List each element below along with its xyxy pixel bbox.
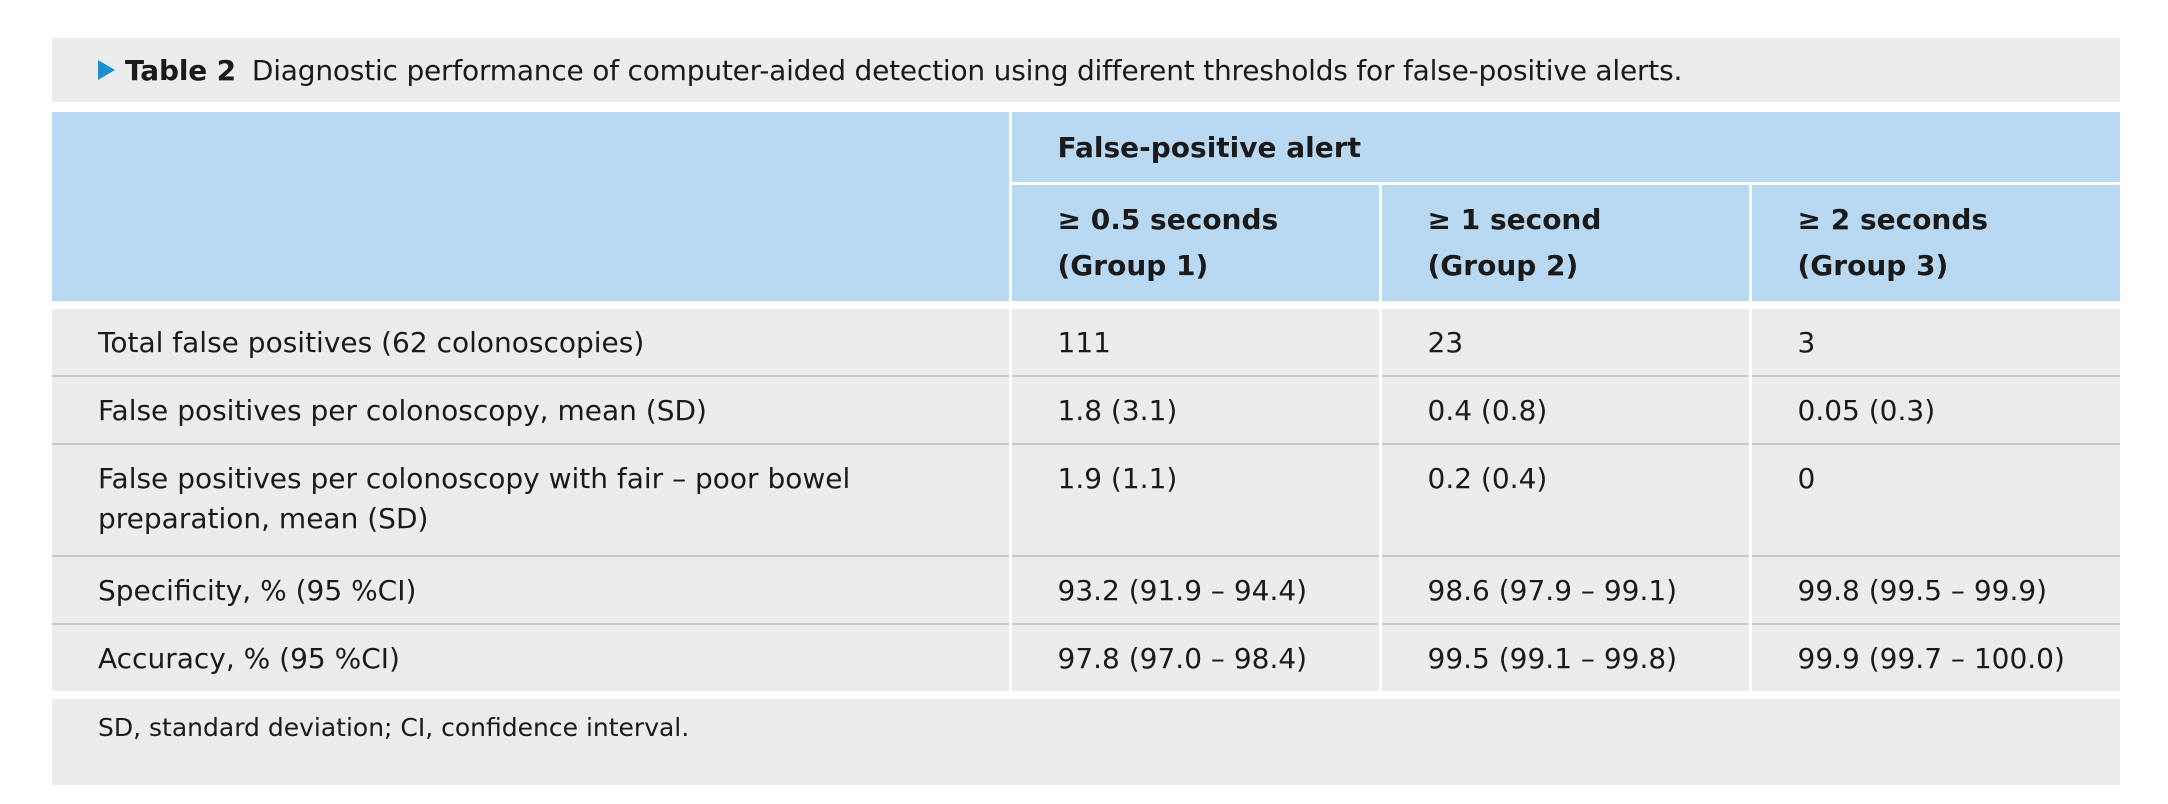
cell-value: 97.8 (97.0 – 98.4) <box>1008 624 1380 691</box>
cell-value: 111 <box>1008 309 1380 377</box>
row-label-header <box>52 112 1010 301</box>
row-label: False positives per colonoscopy with fai… <box>52 444 1010 557</box>
triangle-icon <box>98 60 115 80</box>
column-header-group-1: ≥ 0.5 seconds (Group 1) <box>1008 183 1380 301</box>
table-row: False positives per colonoscopy, mean (S… <box>52 376 2120 445</box>
cell-value: 3 <box>1748 309 2120 377</box>
column-header-line2: (Group 3) <box>1797 249 1949 282</box>
table-number: Table 2 <box>125 53 236 87</box>
column-header-line2: (Group 2) <box>1427 249 1579 282</box>
column-header-line2: (Group 1) <box>1057 249 1209 282</box>
cell-value: 1.9 (1.1) <box>1008 444 1380 557</box>
column-header-group-2: ≥ 1 second (Group 2) <box>1378 183 1750 301</box>
cell-value: 99.8 (99.5 – 99.9) <box>1748 556 2120 625</box>
row-label: False positives per colonoscopy, mean (S… <box>52 376 1010 445</box>
group-header: False-positive alert <box>1008 112 2120 185</box>
cell-value: 99.9 (99.7 – 100.0) <box>1748 624 2120 691</box>
cell-value: 0.2 (0.4) <box>1378 444 1750 557</box>
results-table: False-positive alert ≥ 0.5 seconds (Grou… <box>52 112 2120 691</box>
table-caption: Table 2 Diagnostic performance of comput… <box>52 38 2120 102</box>
table-footnote: SD, standard deviation; CI, confidence i… <box>52 699 2120 785</box>
cell-value: 0.4 (0.8) <box>1378 376 1750 445</box>
cell-value: 23 <box>1378 309 1750 377</box>
column-header-group-3: ≥ 2 seconds (Group 3) <box>1748 183 2120 301</box>
row-label: Specificity, % (95 %CI) <box>52 556 1010 625</box>
column-header-line1: ≥ 1 second <box>1427 203 1602 236</box>
cell-value: 1.8 (3.1) <box>1008 376 1380 445</box>
column-header-line1: ≥ 0.5 seconds <box>1057 203 1279 236</box>
cell-value: 99.5 (99.1 – 99.8) <box>1378 624 1750 691</box>
cell-value: 0 <box>1748 444 2120 557</box>
cell-value: 0.05 (0.3) <box>1748 376 2120 445</box>
cell-value: 93.2 (91.9 – 94.4) <box>1008 556 1380 625</box>
caption-text: Diagnostic performance of computer-aided… <box>251 53 1683 87</box>
table-row: Total false positives (62 colonoscopies)… <box>52 309 2120 377</box>
row-label: Total false positives (62 colonoscopies) <box>52 309 1010 377</box>
table-row: False positives per colonoscopy with fai… <box>52 444 2120 557</box>
table-row: Specificity, % (95 %CI) 93.2 (91.9 – 94.… <box>52 556 2120 625</box>
column-header-line1: ≥ 2 seconds <box>1797 203 1989 236</box>
table-figure: Table 2 Diagnostic performance of comput… <box>52 38 2120 785</box>
table-row: Accuracy, % (95 %CI) 97.8 (97.0 – 98.4) … <box>52 624 2120 691</box>
row-label: Accuracy, % (95 %CI) <box>52 624 1010 691</box>
cell-value: 98.6 (97.9 – 99.1) <box>1378 556 1750 625</box>
